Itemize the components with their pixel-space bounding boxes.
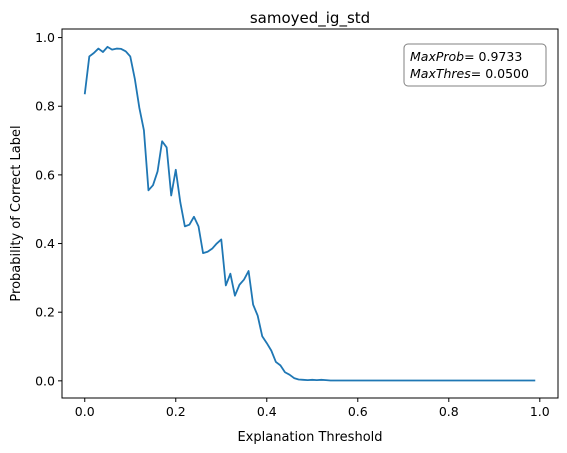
x-axis-label: Explanation Threshold [237, 430, 382, 445]
annotation-max-prob: MaxProb= 0.9733 [410, 49, 522, 64]
annotation-max-thres: MaxThres= 0.0500 [410, 66, 529, 81]
y-tick-label: 0.4 [35, 236, 55, 251]
annotation-max-thres-name: MaxThres [410, 66, 471, 81]
y-tick-label: 0.2 [35, 305, 55, 320]
annotation-max-thres-value: = 0.0500 [471, 66, 529, 81]
annotation-frame [403, 43, 547, 87]
plot-frame [61, 28, 559, 399]
annotation-max-prob-value: = 0.9733 [464, 49, 522, 64]
x-tick-label: 0.4 [257, 404, 277, 419]
series-line [83, 45, 536, 382]
y-axis-ticks: 0.0 0.2 0.4 0.6 0.8 1.0 [35, 30, 62, 388]
x-tick-label: 0.2 [166, 404, 186, 419]
y-axis-label: Probability of Correct Label [9, 125, 24, 301]
y-tick-label: 0.0 [35, 373, 55, 388]
x-axis-ticks: 0.0 0.2 0.4 0.6 0.8 1.0 [75, 398, 550, 419]
annotation-box: MaxProb= 0.9733 MaxThres= 0.0500 [403, 43, 547, 87]
chart-title: samoyed_ig_std [250, 9, 370, 28]
x-tick-label: 0.8 [439, 404, 459, 419]
y-tick-label: 1.0 [35, 30, 55, 45]
x-tick-label: 1.0 [530, 404, 550, 419]
y-tick-label: 0.8 [35, 99, 55, 114]
x-tick-label: 0.0 [75, 404, 95, 419]
x-tick-label: 0.6 [348, 404, 368, 419]
annotation-max-prob-name: MaxProb [410, 49, 464, 64]
y-tick-label: 0.6 [35, 167, 55, 182]
